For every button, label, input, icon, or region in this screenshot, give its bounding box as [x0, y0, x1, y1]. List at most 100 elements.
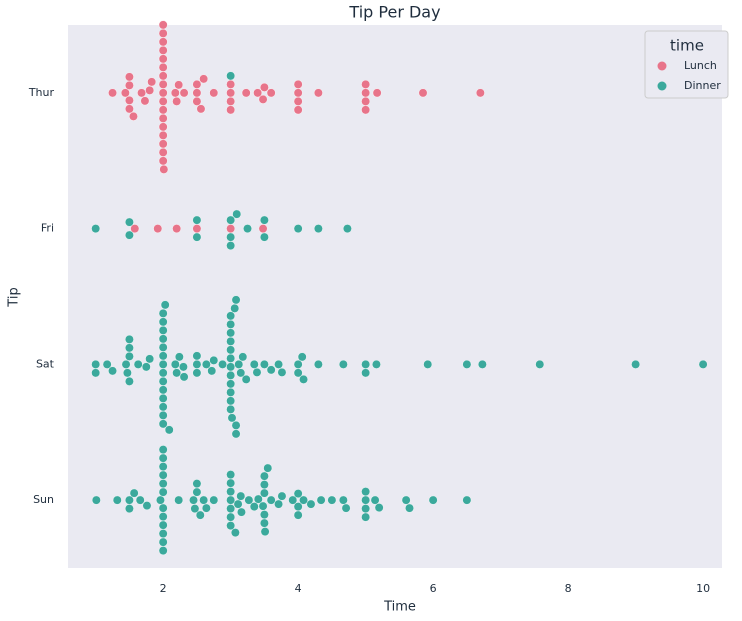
dot	[192, 479, 202, 489]
dot	[405, 503, 414, 513]
dot	[316, 495, 326, 505]
dot	[361, 504, 371, 514]
dot	[153, 224, 163, 234]
dot	[293, 88, 303, 98]
dot	[226, 215, 236, 225]
dot	[122, 368, 132, 378]
dot	[147, 77, 157, 87]
x-tick-label: 4	[295, 582, 302, 595]
dot	[260, 232, 269, 242]
legend-label: Lunch	[684, 59, 717, 72]
dot	[158, 368, 168, 378]
dot	[274, 359, 283, 369]
dot	[209, 495, 219, 505]
dot	[226, 404, 236, 414]
dot	[361, 359, 371, 369]
dot	[158, 139, 168, 149]
dot	[199, 74, 209, 84]
dot	[478, 359, 487, 369]
dot	[462, 495, 472, 505]
dot	[293, 368, 303, 378]
dot	[299, 495, 308, 505]
dot	[158, 71, 168, 81]
dot	[158, 470, 168, 480]
dot	[158, 54, 168, 64]
dot	[135, 495, 145, 505]
dot	[158, 385, 168, 395]
dot	[158, 376, 168, 386]
dot	[226, 370, 236, 380]
dot	[226, 396, 236, 406]
dot	[226, 353, 236, 363]
dot	[125, 376, 134, 386]
dot	[125, 351, 134, 361]
dot	[372, 88, 382, 98]
x-tick-label: 6	[430, 582, 437, 595]
dot	[192, 224, 202, 234]
dot	[158, 419, 168, 429]
dot	[174, 352, 184, 362]
dot	[158, 113, 168, 123]
dot	[260, 527, 270, 537]
dot	[108, 88, 117, 98]
dot	[226, 232, 236, 242]
dot	[158, 122, 168, 132]
legend-marker	[657, 81, 667, 91]
dot	[475, 88, 485, 98]
dot	[249, 359, 259, 369]
dot	[129, 111, 138, 121]
dot	[170, 359, 180, 369]
dot	[253, 88, 263, 98]
dot	[158, 520, 168, 530]
dot	[293, 96, 303, 106]
dot	[102, 359, 112, 369]
dot	[158, 342, 168, 352]
dot	[158, 45, 168, 55]
dot	[91, 224, 101, 234]
dot	[125, 95, 134, 105]
dot	[241, 88, 251, 98]
dot	[140, 96, 150, 106]
dot	[372, 359, 381, 369]
dot	[260, 480, 269, 490]
dot	[243, 224, 252, 234]
x-tick-label: 2	[160, 582, 167, 595]
dot	[125, 104, 134, 114]
dot	[226, 521, 236, 531]
dot	[192, 487, 202, 497]
dot	[120, 88, 130, 98]
dot	[125, 343, 134, 353]
dot	[125, 72, 134, 82]
dot	[145, 85, 155, 95]
dot	[189, 495, 198, 505]
dot	[226, 470, 236, 480]
dot	[252, 367, 262, 377]
dot	[226, 328, 236, 338]
dot	[260, 471, 269, 481]
dot	[158, 410, 168, 420]
dot	[293, 79, 303, 89]
dot	[226, 504, 236, 514]
dot	[129, 488, 139, 498]
dot	[258, 94, 268, 104]
dot	[158, 130, 168, 140]
dot	[209, 88, 219, 98]
dot	[631, 359, 641, 369]
dot	[299, 374, 308, 384]
dot	[226, 478, 236, 488]
dot	[698, 359, 708, 369]
dot	[133, 359, 143, 369]
dot	[158, 317, 168, 327]
dot	[226, 311, 236, 321]
dot	[125, 504, 134, 514]
dot	[172, 224, 182, 234]
dot	[141, 362, 151, 372]
dot	[192, 359, 202, 369]
dot	[158, 156, 168, 166]
dot	[263, 463, 273, 473]
dot	[231, 295, 241, 305]
dot	[230, 528, 240, 538]
dot	[192, 79, 202, 89]
dot	[137, 88, 146, 98]
